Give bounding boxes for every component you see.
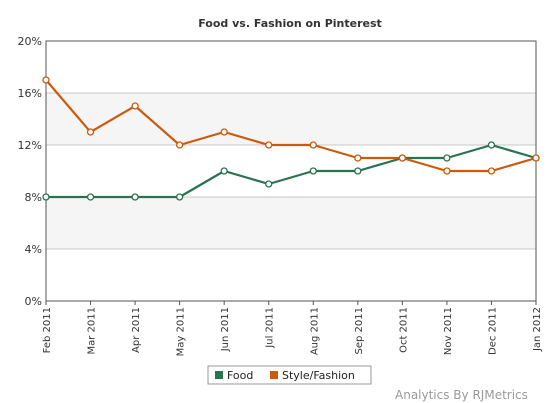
x-tick-label: Mar 2011 bbox=[87, 307, 98, 355]
x-tick-label: Jun 2011 bbox=[220, 307, 231, 352]
data-point-food bbox=[309, 167, 317, 175]
legend-swatch bbox=[215, 371, 223, 379]
y-tick-label: 0% bbox=[25, 295, 42, 308]
series-line-food bbox=[46, 143, 537, 199]
data-point-style-fashion bbox=[398, 154, 407, 162]
y-axis-ticks: 0% 4% 8% 12% 16% 20% bbox=[18, 35, 42, 308]
legend-swatch bbox=[270, 371, 278, 379]
data-point-style-fashion bbox=[131, 102, 139, 110]
band-1 bbox=[46, 197, 536, 249]
credit: Analytics By RJMetrics bbox=[395, 388, 528, 402]
x-tick-label: Sep 2011 bbox=[354, 307, 365, 354]
data-point-food bbox=[42, 193, 50, 201]
series-points bbox=[42, 76, 540, 201]
x-tick-label: Dec 2011 bbox=[487, 307, 498, 355]
series-line-style-fashion bbox=[45, 79, 537, 173]
legend-label: Food bbox=[227, 369, 253, 382]
data-point-food bbox=[131, 193, 139, 201]
svg-text:Analytics By RJMetrics: Analytics By RJMetrics bbox=[395, 388, 528, 402]
data-point-food bbox=[354, 167, 362, 175]
data-point-style-fashion bbox=[220, 128, 228, 136]
x-tick-label: Nov 2011 bbox=[443, 307, 454, 355]
data-point-food bbox=[487, 141, 496, 149]
data-point-style-fashion bbox=[354, 154, 362, 162]
plot-frame bbox=[45, 40, 537, 302]
data-point-style-fashion bbox=[86, 128, 95, 136]
x-tick-label: Apr 2011 bbox=[131, 307, 142, 353]
x-tick-label: Oct 2011 bbox=[398, 307, 409, 353]
data-point-style-fashion bbox=[309, 141, 317, 149]
x-tick-label: Aug 2011 bbox=[309, 307, 320, 355]
data-point-style-fashion bbox=[443, 167, 451, 175]
series-lines bbox=[45, 79, 537, 199]
x-tick-label: Jul 2011 bbox=[265, 307, 276, 349]
x-axis-ticks: Feb 2011 Mar 2011 Apr 2011 May 2011 Jun 2011… bbox=[42, 301, 543, 356]
y-tick-label: 12% bbox=[18, 139, 42, 152]
y-tick-label: 4% bbox=[25, 243, 42, 256]
y-tick-label: 8% bbox=[25, 191, 42, 204]
legend: Food Style/Fashion bbox=[207, 365, 372, 385]
data-point-food bbox=[175, 193, 184, 201]
data-point-style-fashion bbox=[532, 154, 540, 162]
data-point-food bbox=[265, 180, 273, 188]
data-point-food bbox=[220, 167, 228, 175]
data-point-food bbox=[443, 154, 451, 162]
data-point-style-fashion bbox=[175, 141, 184, 149]
y-tick-label: 20% bbox=[18, 35, 42, 48]
data-point-style-fashion bbox=[487, 167, 496, 175]
data-point-food bbox=[86, 193, 95, 201]
background-bands bbox=[46, 93, 536, 249]
data-point-style-fashion bbox=[265, 141, 273, 149]
legend-box bbox=[207, 365, 372, 385]
chart-title: Food vs. Fashion on Pinterest bbox=[198, 17, 382, 30]
x-tick-label: Feb 2011 bbox=[42, 307, 53, 353]
credit-brand: RJMetrics bbox=[472, 388, 527, 402]
x-tick-label: Jan 2012 bbox=[532, 307, 543, 352]
y-tick-label: 16% bbox=[18, 87, 42, 100]
data-point-style-fashion bbox=[42, 76, 50, 84]
x-tick-label: May 2011 bbox=[176, 307, 187, 356]
legend-label: Style/Fashion bbox=[282, 369, 355, 382]
band-3 bbox=[46, 93, 536, 145]
credit-prefix: Analytics By bbox=[395, 388, 472, 402]
